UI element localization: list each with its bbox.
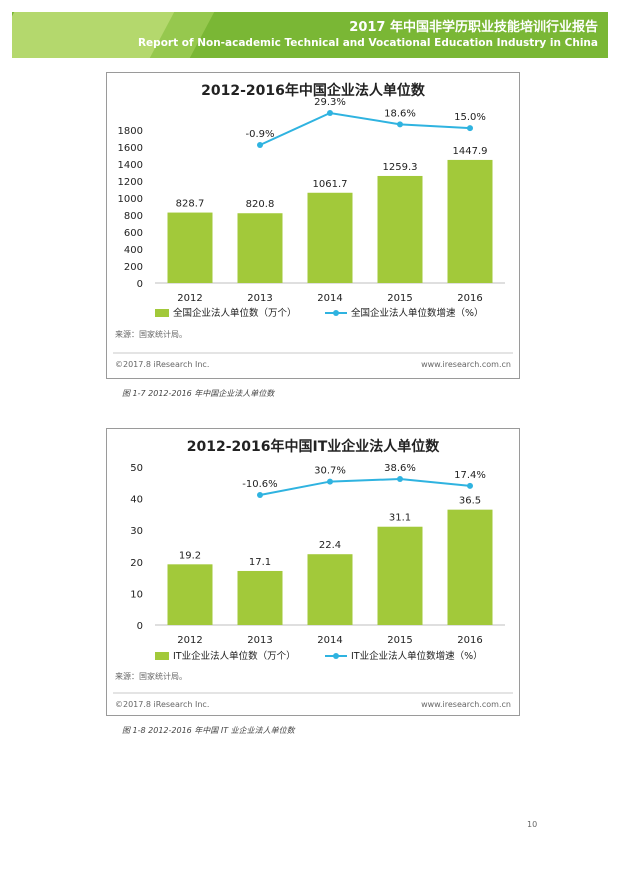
legend-bar-swatch [155,652,169,660]
legend-line-marker [333,310,339,316]
growth-value-label: 17.4% [454,470,486,481]
y-tick-label: 50 [130,463,143,474]
copyright: ©2017.8 iResearch Inc. [115,360,209,369]
growth-value-label: 29.3% [314,97,346,108]
bar-value-label: 19.2 [179,550,201,561]
figure-caption-2: 图 1-8 2012-2016 年中国 IT 业企业法人单位数 [122,726,295,735]
y-tick-label: 600 [124,228,143,239]
y-tick-label: 40 [130,495,143,506]
growth-value-label: 30.7% [314,466,346,477]
source-note: 来源：国家统计局。 [115,329,187,339]
y-tick-label: 1000 [118,194,143,205]
copyright: ©2017.8 iResearch Inc. [115,700,209,709]
source-note: 来源：国家统计局。 [115,671,187,681]
y-tick-label: 0 [137,621,143,632]
report-title-en: Report of Non-academic Technical and Voc… [137,37,598,49]
x-tick-label: 2016 [457,293,482,304]
growth-point [397,476,403,482]
y-tick-label: 1400 [118,160,143,171]
bar-2015 [377,175,423,283]
y-tick-label: 400 [124,245,143,256]
bar-2016 [447,509,493,625]
bar-value-label: 22.4 [319,540,341,551]
legend-bar-label: 全国企业法人单位数（万个） [173,307,297,319]
y-tick-label: 1800 [118,126,143,137]
chart-frame-2: 2012-2016年中国IT业企业法人单位数 0 10 20 30 40 50 19.2 201… [106,428,520,716]
bar-value-label: 36.5 [459,496,481,507]
y-tick-label: 800 [124,211,143,222]
report-title-cn: 2017 年中国非学历职业技能培训行业报告 [349,20,598,35]
growth-point [327,110,333,116]
growth-value-label: -10.6% [242,479,277,490]
page-number: 10 [527,820,538,829]
x-tick-label: 2014 [317,293,342,304]
growth-point [467,482,473,489]
growth-value-label: 18.6% [384,108,416,119]
x-tick-label: 2016 [457,635,482,646]
bar-value-label: 1259.3 [383,162,418,173]
x-tick-label: 2014 [317,635,342,646]
y-tick-label: 1600 [118,143,143,154]
bar-value-label: 1447.9 [453,146,488,157]
chart-2: 2012-2016年中国IT业企业法人单位数 0 10 20 30 40 50 19.2 201… [113,438,513,709]
growth-point [257,492,263,498]
y-tick-label: 0 [137,279,143,290]
growth-line [259,477,471,496]
bar-value-label: 31.1 [389,513,411,524]
x-tick-label: 2013 [247,293,272,304]
chart-1: 2012-2016年中国企业法人单位数 0 200 400 600 800 1000 1200… [113,82,513,369]
x-tick-label: 2013 [247,635,272,646]
bar-2016 [447,159,493,283]
growth-point [257,142,263,148]
bar-2012 [167,212,213,283]
legend-bar-swatch [155,309,169,317]
header-banner: 2017 年中国非学历职业技能培训行业报告 Report of Non-acad… [12,12,608,58]
legend-line-label: IT业企业法人单位数增速（%） [351,650,483,662]
legend-line-marker [333,653,339,659]
bar-2013 [237,570,283,625]
bar-2014 [307,554,353,625]
x-tick-label: 2015 [387,293,412,304]
legend-bar-label: IT业企业法人单位数（万个） [173,650,296,662]
x-tick-label: 2012 [177,293,202,304]
growth-value-label: 15.0% [454,112,486,123]
bar-value-label: 828.7 [176,199,205,210]
bar-value-label: 820.8 [246,199,275,210]
website: www.iresearch.com.cn [421,700,511,709]
chart-title: 2012-2016年中国企业法人单位数 [201,82,426,99]
growth-point [467,125,473,132]
chart-frame-1: 2012-2016年中国企业法人单位数 0 200 400 600 800 1000 1200… [106,72,520,379]
y-tick-label: 30 [130,526,143,537]
bar-2013 [237,213,283,283]
bar-2012 [167,564,213,625]
growth-point [397,121,403,128]
chart-title: 2012-2016年中国IT业企业法人单位数 [187,438,440,455]
y-tick-label: 1200 [118,177,143,188]
bar-2014 [307,192,353,283]
growth-point [327,478,333,485]
growth-line [259,111,471,146]
growth-value-label: -0.9% [245,129,274,140]
legend-line-label: 全国企业法人单位数增速（%） [351,307,484,319]
bar-2015 [377,526,423,625]
x-tick-label: 2015 [387,635,412,646]
y-tick-label: 10 [130,589,143,600]
y-tick-label: 20 [130,558,143,569]
x-tick-label: 2012 [177,635,202,646]
growth-value-label: 38.6% [384,463,416,474]
figure-caption-1: 图 1-7 2012-2016 年中国企业法人单位数 [122,389,275,398]
y-tick-label: 200 [124,262,143,273]
bar-value-label: 17.1 [249,557,271,568]
website: www.iresearch.com.cn [421,360,511,369]
bar-value-label: 1061.7 [313,179,348,190]
